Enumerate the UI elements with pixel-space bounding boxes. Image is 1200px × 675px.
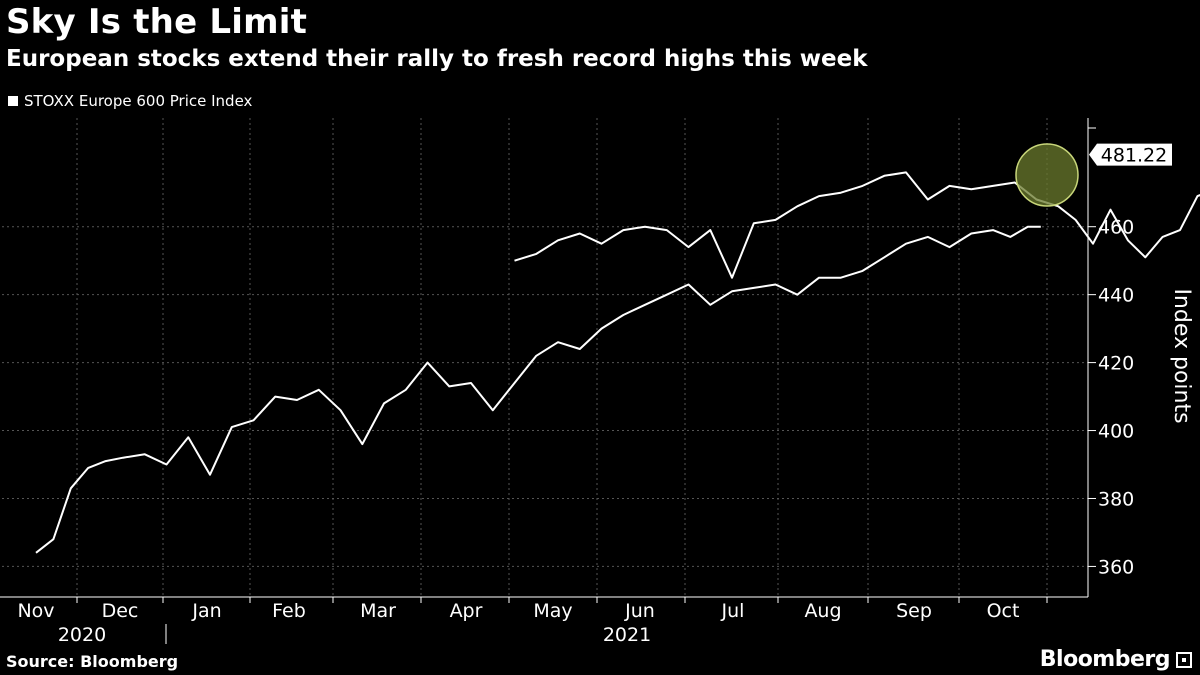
x-tick-label: Jan bbox=[191, 600, 221, 622]
chart-subtitle: European stocks extend their rally to fr… bbox=[6, 46, 868, 72]
x-tick-label: Oct bbox=[987, 600, 1020, 622]
series-line bbox=[514, 171, 1200, 279]
grid bbox=[2, 118, 1088, 597]
x-tick-label: Jun bbox=[624, 600, 655, 622]
bloomberg-logo: Bloomberg bbox=[1040, 647, 1192, 672]
x-tick-label: Apr bbox=[450, 600, 483, 622]
y-tick-label: 440 bbox=[1098, 285, 1134, 307]
y-tick-label: 420 bbox=[1098, 353, 1134, 375]
y-axis-label: Index points bbox=[1169, 288, 1194, 423]
source-note: Source: Bloomberg bbox=[6, 652, 179, 671]
chart-title: Sky Is the Limit bbox=[6, 2, 308, 42]
bloomberg-mark-icon bbox=[1176, 651, 1192, 668]
year-label: 2021 bbox=[603, 624, 651, 646]
series-line bbox=[35, 225, 1041, 554]
x-tick-label: Sep bbox=[896, 600, 932, 622]
axes: 360 380 400 420 440 460 Nov Dec Jan Feb Mar Apr May J… bbox=[0, 118, 1134, 646]
y-tick-label: 380 bbox=[1098, 488, 1134, 510]
x-tick-label: Aug bbox=[804, 600, 841, 622]
x-tick-label: Nov bbox=[17, 600, 54, 622]
x-tick-label: May bbox=[533, 600, 572, 622]
x-tick-label: Jul bbox=[721, 600, 745, 622]
y-tick-label: 460 bbox=[1098, 217, 1134, 239]
annotations: 481.22 bbox=[1015, 143, 1172, 207]
legend-label: STOXX Europe 600 Price Index bbox=[24, 92, 253, 110]
legend: STOXX Europe 600 Price Index bbox=[8, 92, 252, 110]
x-tick-label: Feb bbox=[272, 600, 306, 622]
last-value-label: 481.22 bbox=[1101, 145, 1167, 167]
highlight-circle bbox=[1015, 143, 1079, 207]
last-value-box bbox=[1089, 143, 1172, 166]
series-lines bbox=[35, 171, 1200, 554]
y-tick-label: 400 bbox=[1098, 421, 1134, 443]
x-tick-label: Dec bbox=[102, 600, 139, 622]
brand-text: Bloomberg bbox=[1039, 647, 1171, 672]
x-tick-label: Mar bbox=[360, 600, 396, 622]
year-label: 2020 bbox=[58, 624, 106, 646]
legend-swatch bbox=[8, 96, 18, 106]
y-tick-label: 360 bbox=[1098, 556, 1134, 578]
